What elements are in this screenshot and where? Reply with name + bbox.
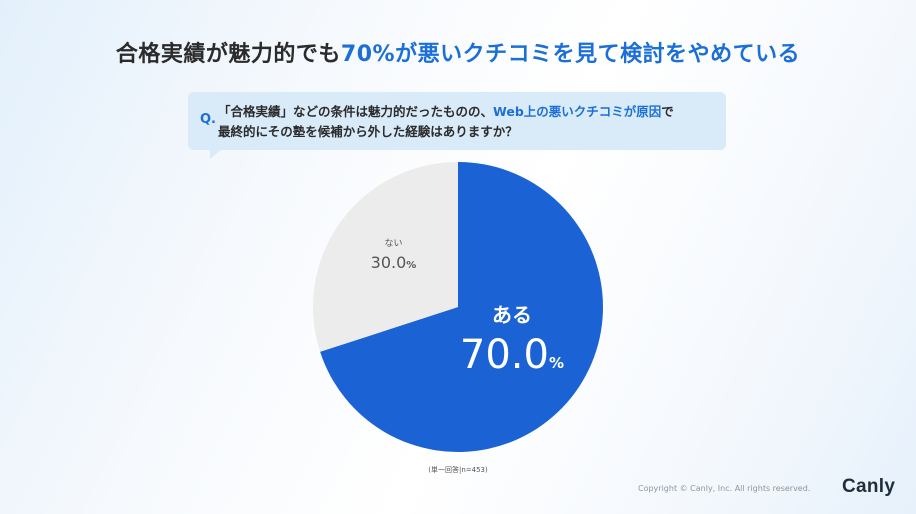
slice-label-yes: ある bbox=[492, 303, 532, 327]
slice-value-yes: 70.0% bbox=[460, 332, 564, 378]
sample-footnote: (単一回答|n=453) bbox=[428, 466, 488, 474]
question-line1-text: 「合格実績」などの条件は魅力的だったものの、 bbox=[218, 104, 494, 119]
copyright-text: Copyright © Canly, Inc. All rights reser… bbox=[638, 484, 811, 493]
question-line1-end: で bbox=[661, 104, 674, 119]
question-line2-text: 最終的にその塾を候補から外した経験はありますか？ bbox=[218, 124, 518, 139]
pie-slice-no bbox=[313, 162, 458, 352]
question-highlight: Web上の悪いクチコミが原因 bbox=[493, 104, 662, 119]
slice-label-no: ない bbox=[384, 238, 402, 249]
question-text: 「合格実績」などの条件は魅力的だったものの、Web上の悪いクチコミが原因で 最終… bbox=[218, 102, 718, 142]
question-bubble: Q. 「合格実績」などの条件は魅力的だったものの、Web上の悪いクチコミが原因で… bbox=[188, 92, 726, 159]
title-text: 合格実績が魅力的でも bbox=[115, 42, 341, 67]
slice-value-no: 30.0% bbox=[371, 253, 417, 272]
question-mark-label: Q. bbox=[200, 112, 216, 127]
canly-logo: Canly bbox=[842, 476, 896, 497]
pie-slice-yes bbox=[320, 162, 603, 452]
title-highlight: 70%が悪いクチコミを見て検討をやめている bbox=[340, 42, 801, 67]
page-title: 合格実績が魅力的でも70%が悪いクチコミを見て検討をやめている bbox=[0, 36, 916, 68]
